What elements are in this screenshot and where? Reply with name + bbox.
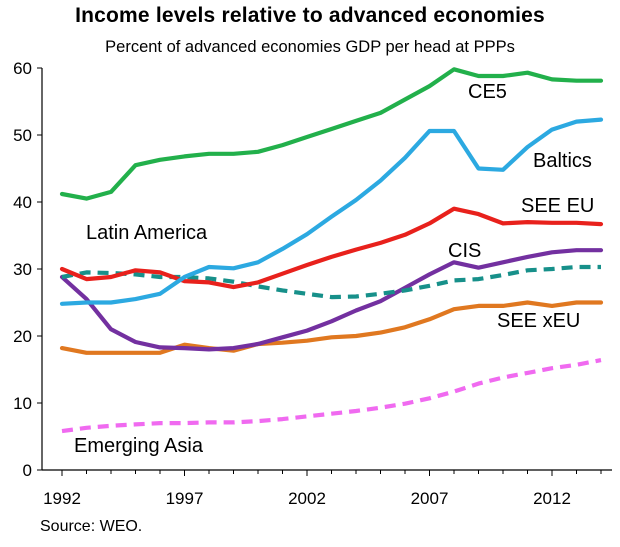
series-label-emerging-asia: Emerging Asia — [74, 435, 204, 457]
series-line-see-eu — [59, 206, 604, 290]
series-line-emerging-asia — [61, 358, 602, 434]
series-label-latin-america: Latin America — [86, 222, 208, 244]
y-tick-label: 0 — [23, 461, 32, 480]
series-labels: CE5 Baltics SEE EU Latin America CIS SEE xEU E… — [74, 81, 594, 457]
series-label-baltics: Baltics — [533, 150, 592, 172]
x-tick-label: 1997 — [166, 489, 204, 508]
series-line-see-xeu — [59, 300, 604, 355]
y-tick-label: 30 — [13, 260, 32, 279]
series-label-see-eu: SEE EU — [521, 195, 594, 217]
chart-subtitle: Percent of advanced economies GDP per he… — [105, 38, 515, 56]
series-line-latin-america — [61, 264, 601, 300]
y-tick-label: 50 — [13, 126, 32, 145]
x-tick-label: 1992 — [43, 489, 81, 508]
series-line-cis — [59, 248, 604, 352]
x-tick-label: 2012 — [533, 489, 571, 508]
y-tick-label: 20 — [13, 327, 32, 346]
y-tick-label: 60 — [13, 59, 32, 78]
y-tick-label: 40 — [13, 193, 32, 212]
series-line-ce5 — [59, 67, 604, 201]
chart-title: Income levels relative to advanced econo… — [75, 4, 545, 27]
x-tick-label: 2007 — [411, 489, 449, 508]
series-layer — [59, 67, 604, 434]
source-note: Source: WEO. — [40, 518, 143, 535]
series-label-cis: CIS — [448, 240, 481, 262]
y-tick-label: 10 — [13, 394, 32, 413]
series-line-baltics — [59, 117, 604, 306]
axes: 0 10 20 30 40 50 60 1992 1997 2002 2007 2012 — [13, 59, 612, 508]
x-tick-label: 2002 — [288, 489, 326, 508]
series-label-ce5: CE5 — [468, 81, 507, 103]
series-label-see-xeu: SEE xEU — [497, 310, 580, 332]
